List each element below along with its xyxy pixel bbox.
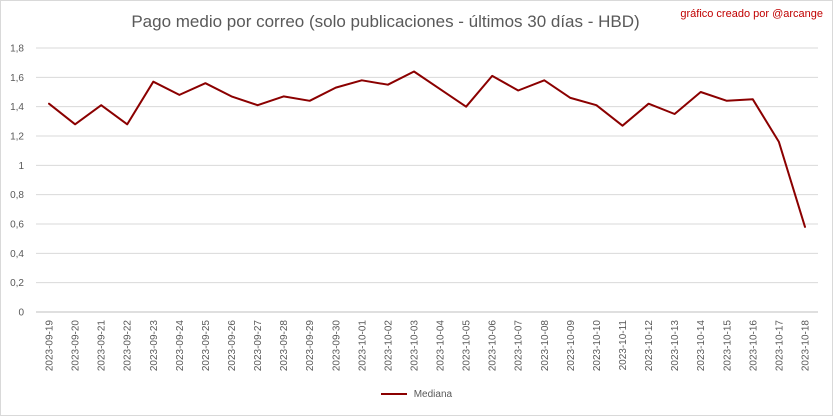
y-tick-label: 0,6: [10, 220, 24, 231]
x-tick-label: 2023-09-27: [253, 320, 264, 372]
y-tick-label: 1,2: [10, 132, 24, 143]
x-tick-label: 2023-09-26: [227, 320, 238, 372]
y-tick-label: 0,4: [10, 249, 24, 260]
x-tick-label: 2023-10-09: [566, 320, 577, 372]
legend-label-mediana: Mediana: [413, 389, 453, 400]
x-tick-label: 2023-09-25: [201, 320, 212, 372]
x-tick-label: 2023-09-21: [97, 320, 108, 372]
y-tick-label: 1: [18, 161, 24, 172]
x-tick-label: 2023-09-23: [149, 320, 160, 372]
y-tick-label: 1,6: [10, 73, 24, 84]
x-tick-label: 2023-10-16: [748, 320, 759, 372]
x-tick-label: 2023-09-19: [45, 320, 56, 372]
x-tick-label: 2023-10-11: [618, 320, 629, 371]
y-tick-label: 0,8: [10, 190, 24, 201]
series-line-mediana: [48, 70, 806, 228]
x-tick-label: 2023-10-18: [800, 320, 811, 372]
x-tick-label: 2023-10-05: [462, 320, 473, 372]
legend: Mediana: [0, 389, 833, 400]
legend-swatch-mediana: [380, 393, 407, 396]
x-tick-label: 2023-10-13: [670, 320, 681, 372]
x-tick-label: 2023-09-22: [123, 320, 134, 372]
x-tick-label: 2023-10-02: [383, 320, 394, 372]
x-tick-label: 2023-09-20: [71, 320, 82, 372]
y-tick-label: 1,4: [10, 102, 24, 113]
x-tick-label: 2023-10-14: [696, 320, 707, 372]
x-axis-ticks: 2023-09-19 2023-09-20 2023-09-21 2023-09-22…: [45, 320, 812, 372]
x-tick-label: 2023-09-30: [331, 320, 342, 372]
x-tick-label: 2023-10-04: [436, 320, 447, 372]
y-tick-label: 0: [18, 308, 24, 319]
x-tick-label: 2023-10-03: [409, 320, 420, 372]
y-tick-label: 1,8: [10, 44, 24, 55]
chart-title: Pago medio por correo (solo publicacione…: [131, 12, 640, 31]
x-tick-label: 2023-10-10: [592, 320, 603, 372]
x-tick-label: 2023-10-06: [488, 320, 499, 372]
x-tick-label: 2023-09-24: [175, 320, 186, 372]
x-tick-label: 2023-10-12: [644, 320, 655, 372]
chart-credit: gráfico creado por @arcange: [680, 8, 823, 20]
x-tick-label: 2023-09-28: [279, 320, 290, 372]
x-tick-label: 2023-09-29: [305, 320, 316, 372]
x-tick-label: 2023-10-07: [514, 320, 525, 372]
y-axis-ticks: 0 0,2 0,4 0,6 0,8 1 1,2 1,4 1,6 1,8: [10, 44, 24, 319]
x-tick-label: 2023-10-01: [357, 320, 368, 372]
y-tick-label: 0,2: [10, 278, 24, 289]
series-lines: [48, 70, 806, 228]
x-tick-label: 2023-10-15: [722, 320, 733, 372]
x-tick-label: 2023-10-08: [540, 320, 551, 372]
x-tick-label: 2023-10-17: [774, 320, 785, 372]
gridlines: [36, 47, 818, 313]
